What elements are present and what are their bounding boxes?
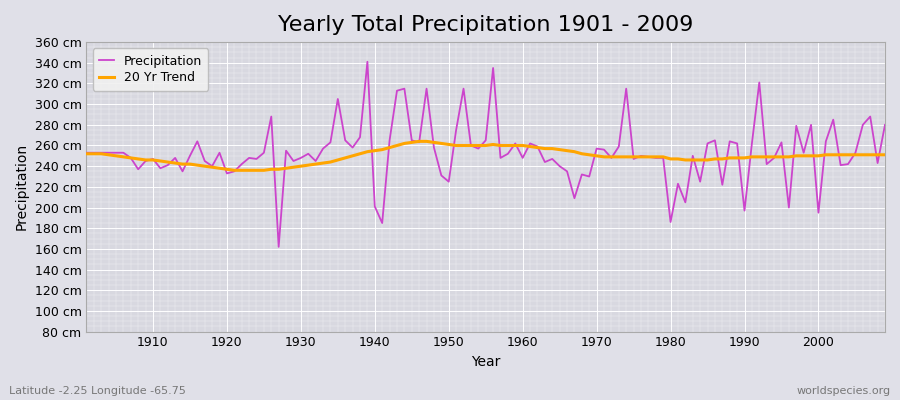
X-axis label: Year: Year [471,355,500,369]
20 Yr Trend [414,139,425,144]
Precipitation [879,122,890,127]
Text: worldspecies.org: worldspecies.org [796,386,891,396]
Precipitation [362,59,373,64]
20 Yr Trend [879,152,890,157]
20 Yr Trend [229,168,239,173]
20 Yr Trend [621,154,632,159]
20 Yr Trend [532,145,543,150]
Precipitation [355,135,365,140]
Precipitation [310,159,321,164]
Precipitation [274,244,284,249]
20 Yr Trend [140,158,151,162]
Text: Latitude -2.25 Longitude -65.75: Latitude -2.25 Longitude -65.75 [9,386,186,396]
Title: Yearly Total Precipitation 1901 - 2009: Yearly Total Precipitation 1901 - 2009 [278,15,693,35]
Legend: Precipitation, 20 Yr Trend: Precipitation, 20 Yr Trend [93,48,209,91]
Line: 20 Yr Trend: 20 Yr Trend [86,141,885,170]
Precipitation [532,144,543,149]
Precipitation [525,141,535,146]
20 Yr Trend [525,144,535,149]
Precipitation [621,86,632,91]
Precipitation [140,159,151,164]
Y-axis label: Precipitation: Precipitation [15,143,29,230]
20 Yr Trend [81,151,92,156]
20 Yr Trend [310,162,321,166]
20 Yr Trend [355,151,365,156]
Precipitation [81,150,92,155]
Line: Precipitation: Precipitation [86,62,885,247]
